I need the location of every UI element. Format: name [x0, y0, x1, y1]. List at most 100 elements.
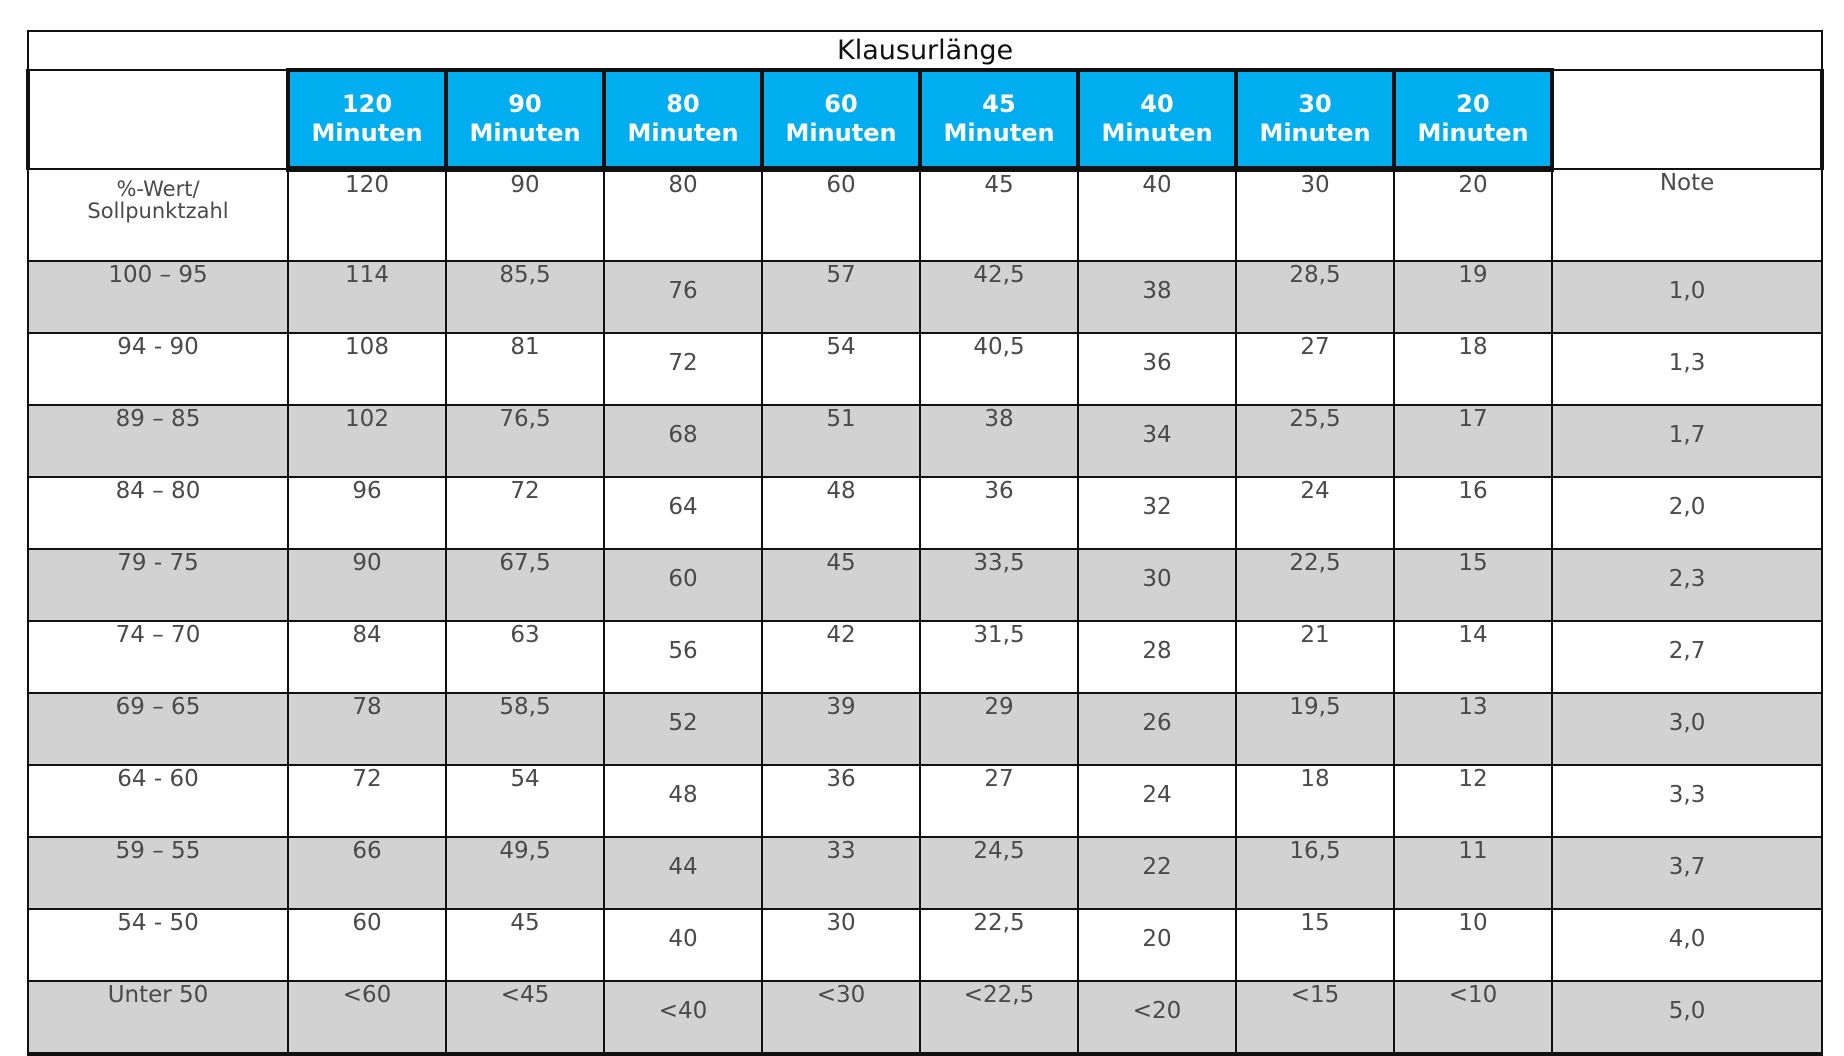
- grade-cell: 3,7: [1550, 836, 1824, 910]
- grade-cell: 1,0: [1550, 260, 1824, 334]
- points-cell: 58,5: [445, 692, 605, 766]
- points-cell: 25,5: [1235, 404, 1395, 478]
- points-cell: 60: [603, 548, 763, 622]
- points-cell: 24: [1235, 476, 1395, 550]
- grade-cell: 1,7: [1550, 404, 1824, 478]
- table-title: Klausurlänge: [26, 30, 1824, 71]
- points-cell: 76: [603, 260, 763, 334]
- points-cell: 29: [919, 692, 1079, 766]
- points-cell: <20: [1077, 980, 1237, 1056]
- grade-cell: 3,3: [1550, 764, 1824, 838]
- points-cell: 32: [1077, 476, 1237, 550]
- percent-range-cell: 59 – 55: [27, 836, 289, 910]
- points-cell: 31,5: [919, 620, 1079, 694]
- points-cell: 85,5: [445, 260, 605, 334]
- percent-range-cell: 84 – 80: [27, 476, 289, 550]
- points-cell: <15: [1235, 980, 1395, 1056]
- points-cell: 27: [919, 764, 1079, 838]
- table-row: 94 - 90 108 81 72 54 40,5 36 27 18 1,3: [27, 332, 1824, 406]
- duration-number: 60: [824, 90, 858, 118]
- points-cell: 15: [1235, 908, 1395, 982]
- grade-cell: 2,0: [1550, 476, 1824, 550]
- points-cell: 68: [603, 404, 763, 478]
- duration-unit: Minuten: [311, 119, 423, 147]
- percent-range-cell: 64 - 60: [27, 764, 289, 838]
- duration-number: 120: [341, 90, 393, 118]
- points-cell: 34: [1077, 404, 1237, 478]
- target-points-value: 120: [287, 168, 447, 262]
- points-cell: 60: [287, 908, 447, 982]
- grade-cell: 3,0: [1550, 692, 1824, 766]
- target-points-label-line1: %-Wert/: [116, 177, 200, 201]
- points-cell: 44: [603, 836, 763, 910]
- header-blank-cell: [26, 69, 290, 170]
- points-cell: 42: [761, 620, 921, 694]
- points-cell: 72: [445, 476, 605, 550]
- points-cell: 18: [1393, 332, 1553, 406]
- points-cell: <10: [1393, 980, 1553, 1056]
- grade-cell: 5,0: [1550, 980, 1824, 1056]
- points-cell: 54: [761, 332, 921, 406]
- percent-range-cell: 54 - 50: [27, 908, 289, 982]
- duration-number: 40: [1140, 90, 1174, 118]
- table-row: 59 – 55 66 49,5 44 33 24,5 22 16,5 11 3,7: [27, 836, 1824, 910]
- duration-header-45: 45 Minuten: [918, 68, 1080, 172]
- duration-number: 20: [1456, 90, 1490, 118]
- target-points-value: 40: [1077, 168, 1237, 262]
- points-cell: <45: [445, 980, 605, 1056]
- grade-table: Klausurlänge 120 Minuten 90 Minuten 80 Minute…: [26, 30, 1825, 1056]
- points-cell: 16,5: [1235, 836, 1395, 910]
- points-cell: 22: [1077, 836, 1237, 910]
- points-cell: 11: [1393, 836, 1553, 910]
- points-cell: 108: [287, 332, 447, 406]
- note-header: Note: [1550, 168, 1824, 262]
- target-points-label: %-Wert/ Sollpunktzahl: [27, 168, 289, 262]
- duration-header-40: 40 Minuten: [1076, 68, 1238, 172]
- points-cell: 38: [919, 404, 1079, 478]
- points-cell: 17: [1393, 404, 1553, 478]
- points-cell: 38: [1077, 260, 1237, 334]
- duration-number: 45: [982, 90, 1016, 118]
- points-cell: 27: [1235, 332, 1395, 406]
- target-points-value: 30: [1235, 168, 1395, 262]
- duration-header-30: 30 Minuten: [1234, 68, 1396, 172]
- points-cell: 10: [1393, 908, 1553, 982]
- percent-range-cell: Unter 50: [27, 980, 289, 1056]
- duration-header-60: 60 Minuten: [760, 68, 922, 172]
- points-cell: 67,5: [445, 548, 605, 622]
- percent-range-cell: 79 - 75: [27, 548, 289, 622]
- target-points-value: 60: [761, 168, 921, 262]
- points-cell: 78: [287, 692, 447, 766]
- points-cell: 28,5: [1235, 260, 1395, 334]
- points-cell: 52: [603, 692, 763, 766]
- target-points-value: 20: [1393, 168, 1553, 262]
- duration-number: 90: [508, 90, 542, 118]
- points-cell: <22,5: [919, 980, 1079, 1056]
- percent-range-cell: 89 – 85: [27, 404, 289, 478]
- grade-cell: 2,7: [1550, 620, 1824, 694]
- points-cell: <30: [761, 980, 921, 1056]
- points-cell: 40: [603, 908, 763, 982]
- target-points-value: 90: [445, 168, 605, 262]
- points-cell: 20: [1077, 908, 1237, 982]
- table-row: 54 - 50 60 45 40 30 22,5 20 15 10 4,0: [27, 908, 1824, 982]
- points-cell: 66: [287, 836, 447, 910]
- points-cell: 76,5: [445, 404, 605, 478]
- target-points-label-line2: Sollpunktzahl: [87, 199, 229, 223]
- table-row: 84 – 80 96 72 64 48 36 32 24 16 2,0: [27, 476, 1824, 550]
- points-cell: 36: [761, 764, 921, 838]
- points-cell: 102: [287, 404, 447, 478]
- duration-unit: Minuten: [1259, 119, 1371, 147]
- points-cell: 21: [1235, 620, 1395, 694]
- grade-cell: 1,3: [1550, 332, 1824, 406]
- grade-cell: 4,0: [1550, 908, 1824, 982]
- points-cell: 15: [1393, 548, 1553, 622]
- duration-number: 30: [1298, 90, 1332, 118]
- percent-range-cell: 100 – 95: [27, 260, 289, 334]
- points-cell: 96: [287, 476, 447, 550]
- duration-unit: Minuten: [1417, 119, 1529, 147]
- duration-unit: Minuten: [1101, 119, 1213, 147]
- duration-header-80: 80 Minuten: [602, 68, 764, 172]
- points-cell: 90: [287, 548, 447, 622]
- points-cell: 14: [1393, 620, 1553, 694]
